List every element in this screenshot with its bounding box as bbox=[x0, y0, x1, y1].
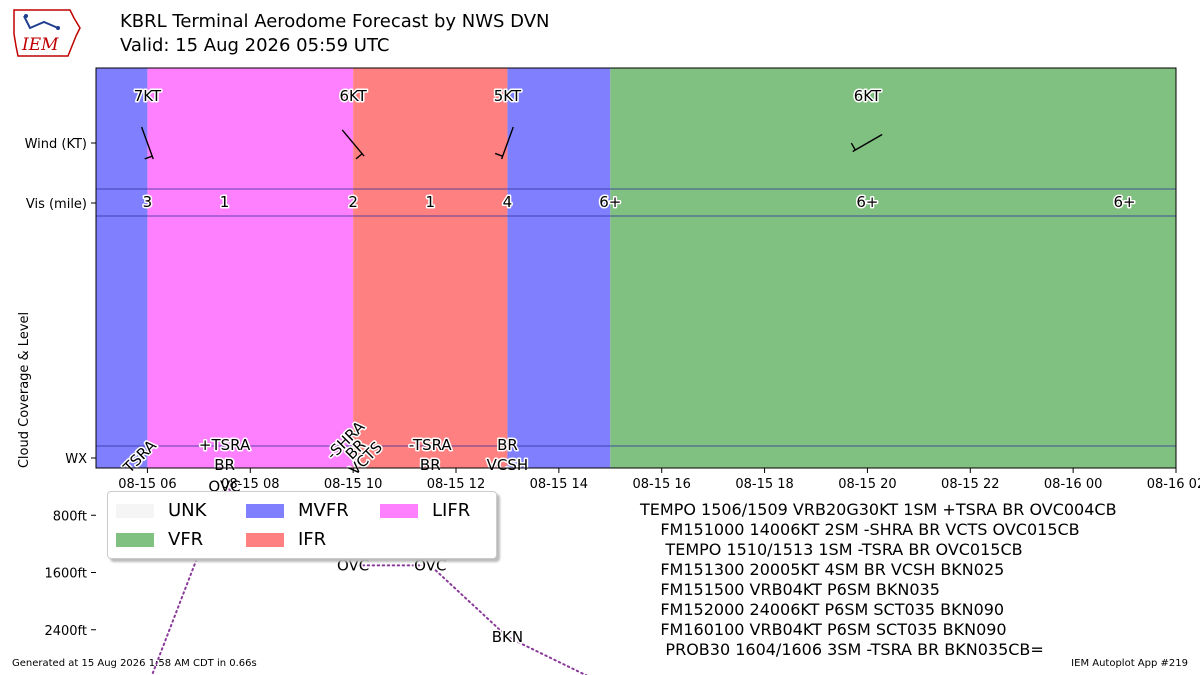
iem-logo: IEM bbox=[10, 6, 82, 62]
wind-barb-staff bbox=[140, 126, 154, 160]
footer-generated: Generated at 15 Aug 2026 1:58 AM CDT in … bbox=[12, 658, 257, 669]
legend-swatch-vfr bbox=[116, 532, 154, 547]
weather-label: VCSH bbox=[487, 456, 529, 474]
wind-barbs bbox=[140, 126, 883, 160]
cloud-cover-label: BKN bbox=[492, 628, 523, 646]
wind-speed-label: 6KT bbox=[854, 87, 882, 105]
y-tick-label: 2400ft bbox=[44, 624, 87, 639]
wind-barb bbox=[140, 126, 154, 160]
wind-barb-flag bbox=[144, 155, 153, 160]
legend-item-mvfr: MVFR bbox=[246, 500, 349, 521]
legend-label-ifr: IFR bbox=[298, 529, 327, 550]
legend: UNK MVFR LIFR VFR IFR bbox=[107, 491, 497, 559]
legend-swatch-lifr bbox=[380, 503, 418, 518]
visibility-label: 6+ bbox=[599, 193, 621, 211]
visibility-label: 6+ bbox=[856, 193, 878, 211]
legend-item-ifr: IFR bbox=[246, 529, 326, 550]
taf-line: FM160100 VRB04KT P6SM SCT035 BKN090 bbox=[640, 620, 1007, 639]
weather-label: -TSRA bbox=[409, 436, 453, 454]
legend-label-unk: UNK bbox=[168, 500, 207, 521]
svg-text:IEM: IEM bbox=[21, 35, 59, 55]
category-band-mvfr bbox=[507, 68, 611, 468]
visibility-label: 1 bbox=[426, 193, 436, 211]
wind-barb-staff bbox=[500, 126, 514, 160]
wind-barb bbox=[850, 133, 883, 153]
x-tick-label: 08-15 16 bbox=[632, 477, 690, 492]
wind-barb-flag bbox=[355, 153, 363, 160]
taf-line: FM152000 24006KT P6SM SCT035 BKN090 bbox=[640, 600, 1005, 619]
taf-line: TEMPO 1510/1513 1SM -TSRA BR OVC015CB bbox=[640, 540, 1023, 559]
visibility-label: 2 bbox=[348, 193, 358, 211]
wind-barb bbox=[341, 129, 365, 160]
plot-frame bbox=[95, 67, 1177, 469]
legend-label-vfr: VFR bbox=[168, 529, 204, 550]
category-band-ifr bbox=[353, 68, 508, 468]
y-axis-label: Cloud Coverage & Level bbox=[17, 312, 32, 468]
visibility-label: 6+ bbox=[1114, 193, 1136, 211]
legend-swatch-unk bbox=[116, 503, 154, 518]
legend-item-lifr: LIFR bbox=[380, 500, 470, 521]
chart-valid-time: Valid: 15 Aug 2026 05:59 UTC bbox=[120, 35, 390, 56]
x-tick-label: 08-15 08 bbox=[221, 477, 279, 492]
wind-speed-label: 5KT bbox=[494, 87, 522, 105]
x-tick-label: 08-15 14 bbox=[530, 477, 588, 492]
taf-line: FM151000 14006KT 2SM -SHRA BR VCTS OVC01… bbox=[640, 520, 1080, 539]
wind-barb bbox=[494, 126, 514, 160]
weather-label: BR bbox=[497, 436, 518, 454]
wind-speed-label: 6KT bbox=[339, 87, 367, 105]
vis-row-label: Vis (mile) bbox=[26, 197, 87, 212]
x-tick-label: 08-15 10 bbox=[324, 477, 382, 492]
visibility-label: 3 bbox=[143, 193, 153, 211]
wind-barb-staff bbox=[852, 133, 883, 153]
y-tick-label: WX bbox=[65, 452, 87, 467]
chart-title: KBRL Terminal Aerodome Forecast by NWS D… bbox=[120, 11, 550, 32]
legend-label-mvfr: MVFR bbox=[298, 500, 349, 521]
y-tick-label: 800ft bbox=[53, 509, 87, 524]
wind-barb-staff bbox=[341, 129, 365, 157]
wind-speed-label: 7KT bbox=[134, 87, 162, 105]
legend-label-lifr: LIFR bbox=[432, 500, 471, 521]
taf-line: FM151300 20005KT 4SM BR VCSH BKN025 bbox=[640, 560, 1005, 579]
category-band-mvfr bbox=[96, 68, 148, 468]
cloud-cover-label: OVC bbox=[414, 556, 446, 574]
category-band-lifr bbox=[147, 68, 354, 468]
taf-line: PROB30 1604/1606 3SM -TSRA BR BKN035CB= bbox=[640, 640, 1044, 659]
chart-title-block: KBRL Terminal Aerodome Forecast by NWS D… bbox=[120, 10, 549, 58]
wind-barb-flag bbox=[494, 152, 503, 157]
axes: 08-15 06 08-15 08 08-15 10 08-15 12 08-15 14… bbox=[17, 67, 1200, 639]
cloud-cover-label: OVC bbox=[337, 556, 369, 574]
legend-swatch-ifr bbox=[246, 532, 284, 547]
visibility-label: 1 bbox=[220, 193, 230, 211]
footer-app: IEM Autoplot App #219 bbox=[1071, 658, 1188, 669]
visibility-label: 4 bbox=[503, 193, 513, 211]
x-tick-label: 08-16 02 bbox=[1147, 477, 1200, 492]
weather-label: BR bbox=[214, 456, 235, 474]
x-tick-label: 08-16 00 bbox=[1044, 477, 1102, 492]
legend-item-vfr: VFR bbox=[116, 529, 203, 550]
weather-label: BR bbox=[420, 456, 441, 474]
wind-barb-flag bbox=[850, 142, 856, 151]
x-tick-label: 08-15 18 bbox=[735, 477, 793, 492]
taf-text: TEMPO 1506/1509 VRB20G30KT 1SM +TSRA BR … bbox=[640, 500, 1117, 660]
category-bands bbox=[96, 68, 1176, 468]
x-tick-label: 08-15 06 bbox=[118, 477, 176, 492]
row-dividers bbox=[96, 188, 1176, 447]
wind-row-label: Wind (KT) bbox=[25, 137, 87, 152]
weather-label: +TSRA bbox=[199, 436, 251, 454]
category-band-vfr bbox=[610, 68, 1176, 468]
legend-item-unk: UNK bbox=[116, 500, 206, 521]
taf-line: FM151500 VRB04KT P6SM BKN035 bbox=[640, 580, 940, 599]
y-tick-label: 1600ft bbox=[44, 567, 87, 582]
taf-line: TEMPO 1506/1509 VRB20G30KT 1SM +TSRA BR … bbox=[640, 500, 1117, 519]
x-tick-label: 08-15 20 bbox=[838, 477, 896, 492]
x-tick-label: 08-15 12 bbox=[427, 477, 485, 492]
legend-swatch-mvfr bbox=[246, 503, 284, 518]
x-tick-label: 08-15 22 bbox=[941, 477, 999, 492]
